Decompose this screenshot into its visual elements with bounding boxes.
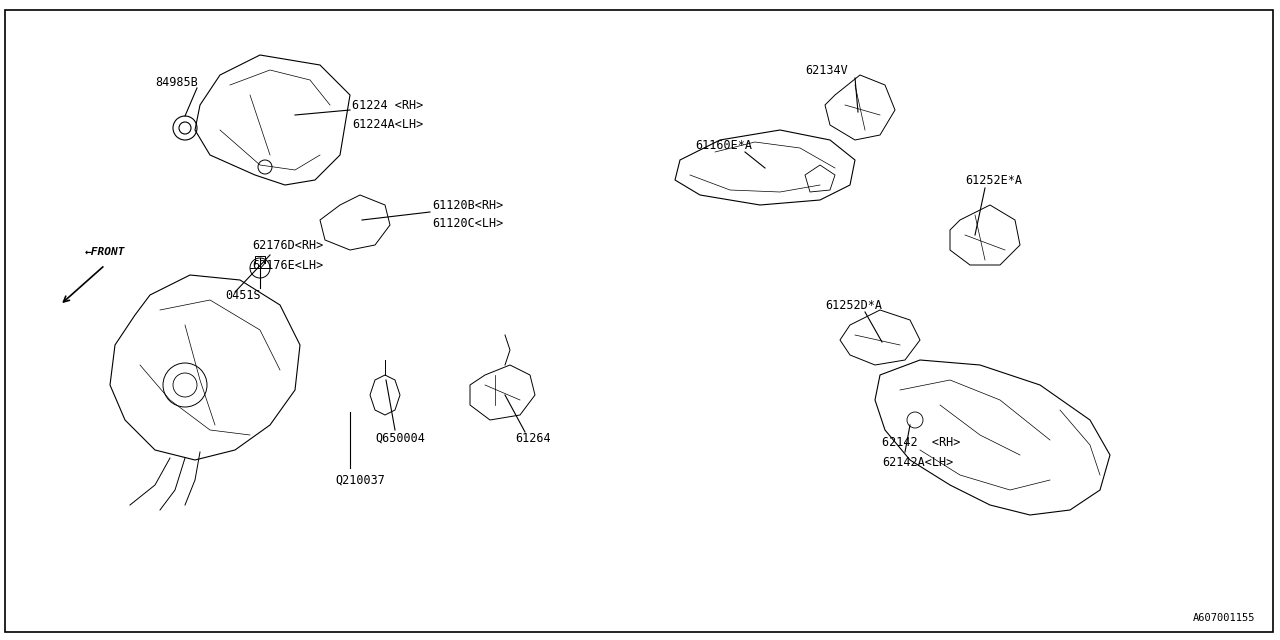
Text: 61120B<RH>: 61120B<RH> (433, 198, 503, 211)
Text: 61252D*A: 61252D*A (826, 298, 882, 312)
Text: 61160E*A: 61160E*A (695, 138, 753, 152)
Text: 62142  <RH>: 62142 <RH> (882, 435, 960, 449)
FancyArrowPatch shape (64, 267, 102, 302)
Text: A607001155: A607001155 (1193, 613, 1254, 623)
Text: 61252E*A: 61252E*A (965, 173, 1021, 186)
Text: 61120C<LH>: 61120C<LH> (433, 216, 503, 230)
Text: 62142A<LH>: 62142A<LH> (882, 456, 954, 468)
Text: 62134V: 62134V (805, 63, 847, 77)
Text: Q650004: Q650004 (375, 431, 425, 445)
Text: Q210037: Q210037 (335, 474, 385, 486)
Text: 61264: 61264 (515, 431, 550, 445)
Text: 84985B: 84985B (155, 76, 197, 88)
Text: 62176D<RH>: 62176D<RH> (252, 239, 324, 252)
Text: 61224A<LH>: 61224A<LH> (352, 118, 424, 131)
Text: ←FRONT: ←FRONT (84, 247, 125, 257)
Text: 0451S: 0451S (225, 289, 261, 301)
Text: 62176E<LH>: 62176E<LH> (252, 259, 324, 271)
Text: 61224 <RH>: 61224 <RH> (352, 99, 424, 111)
